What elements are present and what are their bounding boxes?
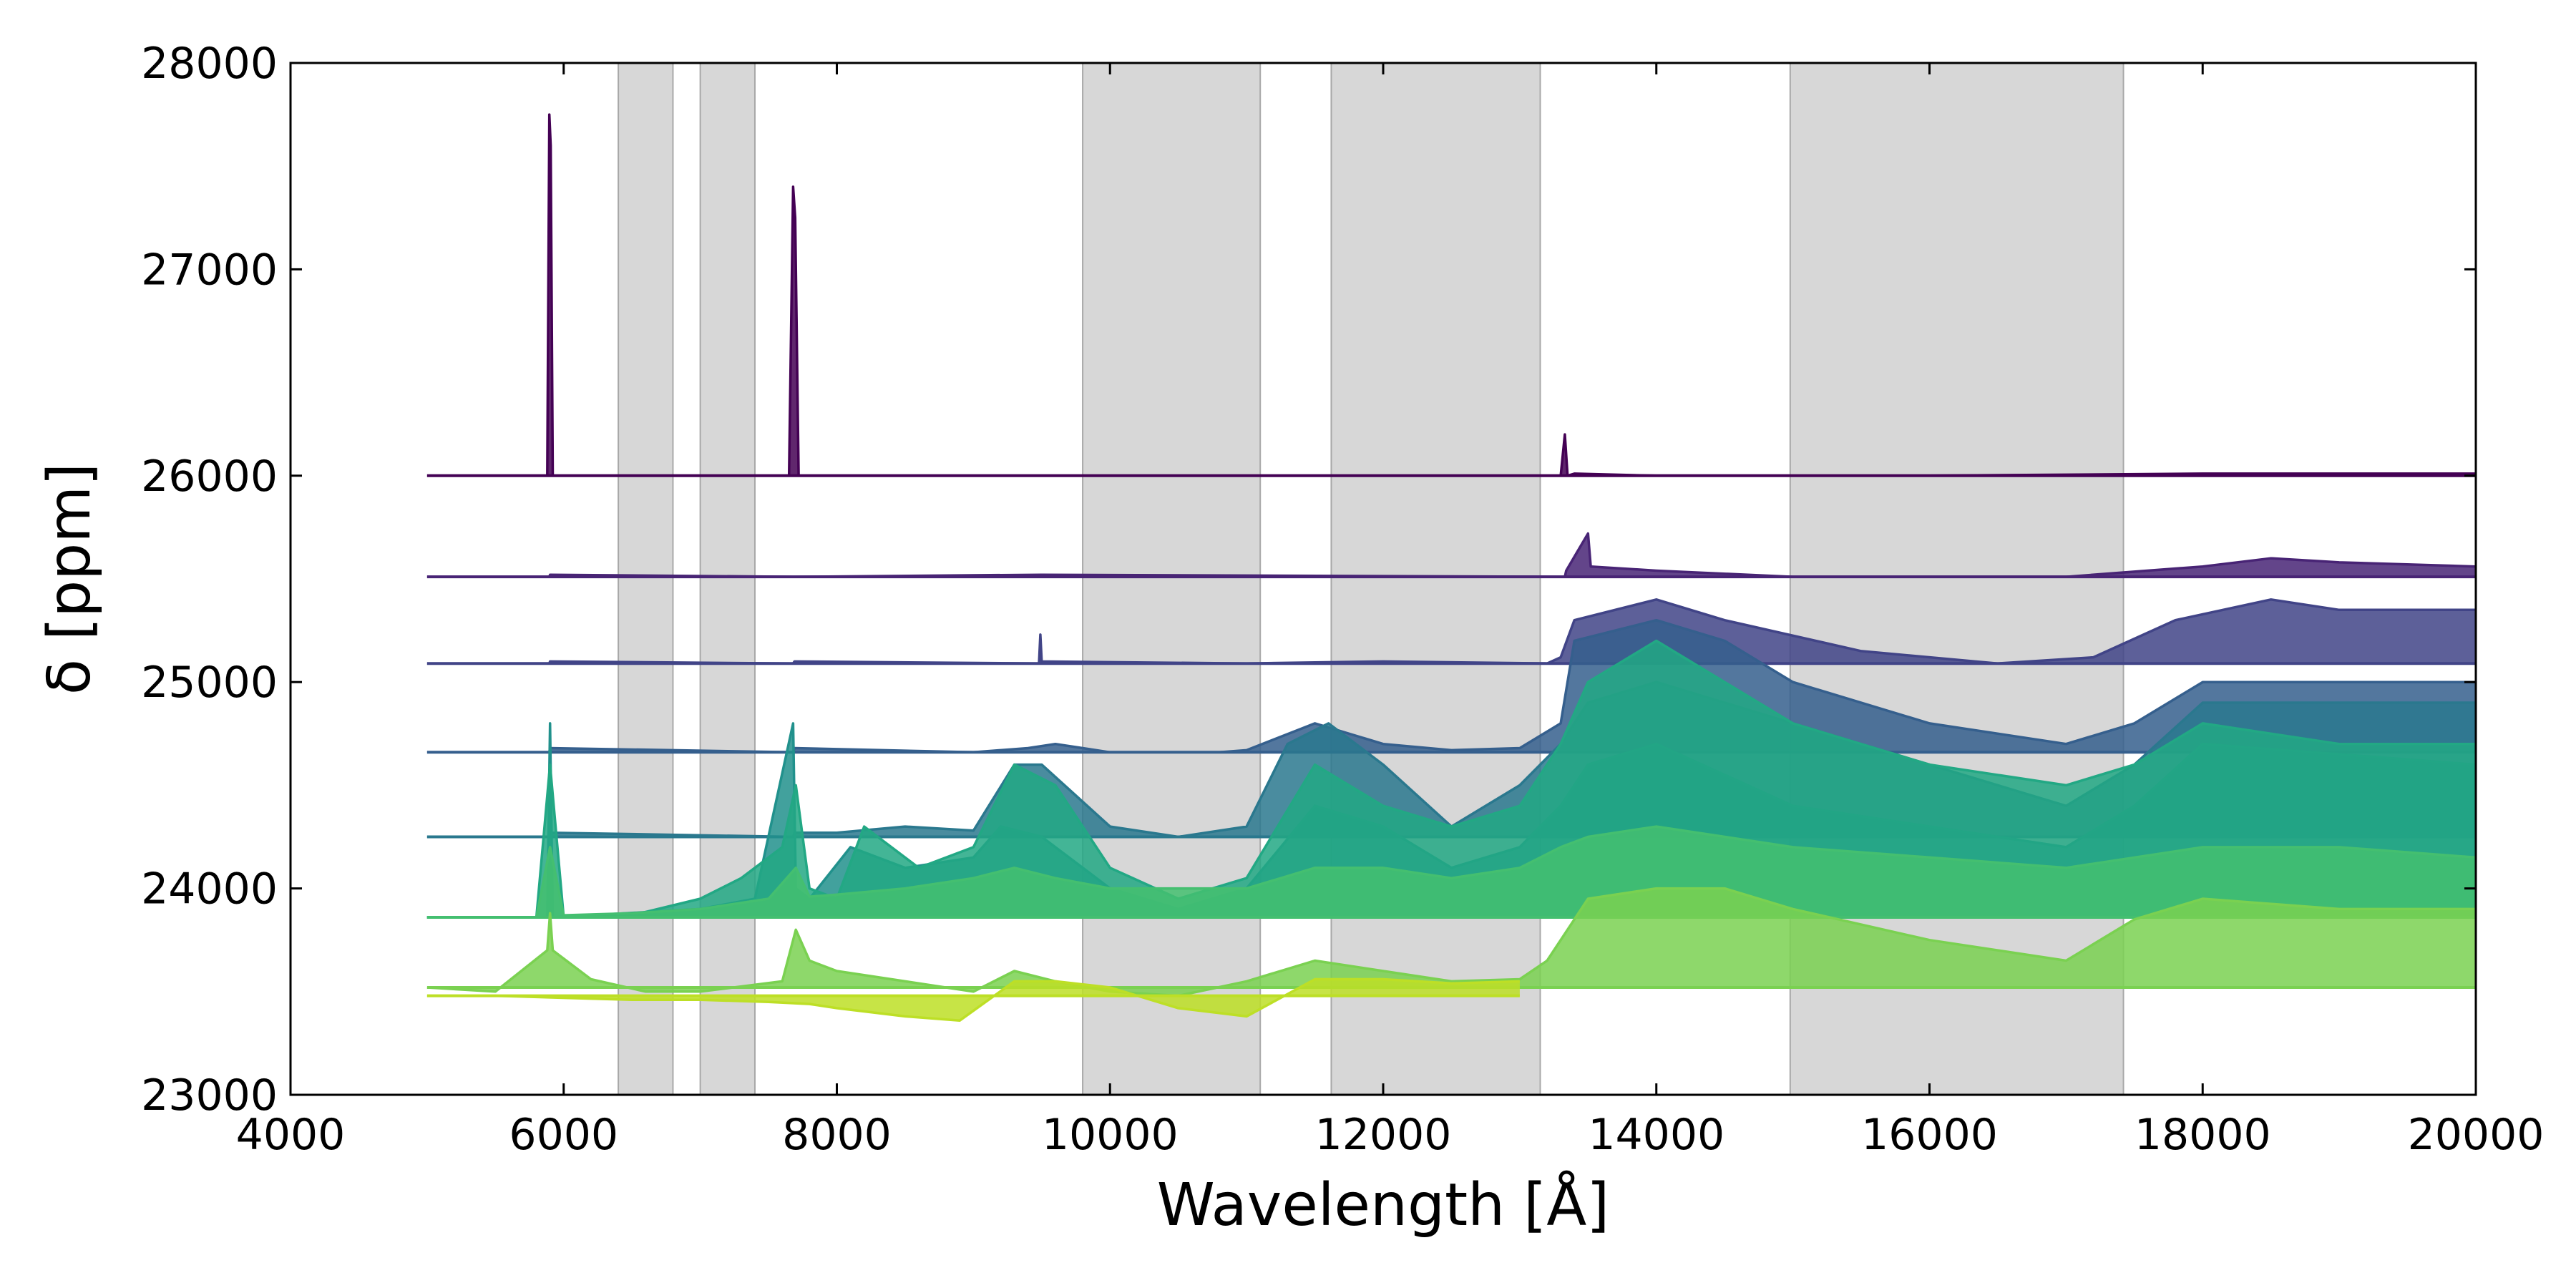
series-1	[426, 532, 2477, 579]
x-tick-label-4: 12000	[1315, 1110, 1452, 1160]
y-tick-label-4: 27000	[141, 245, 278, 295]
series-9-fill	[426, 979, 1520, 1021]
series-6-fill	[426, 640, 2477, 917]
series-2-fill	[426, 599, 2477, 664]
x-tick-label-8: 20000	[2408, 1110, 2545, 1160]
y-axis-label: δ [ppm]	[36, 463, 104, 695]
series-2	[426, 598, 2477, 665]
shaded-region-0	[618, 62, 674, 1096]
spectra-series	[426, 113, 2477, 1022]
x-tick-label-7: 18000	[2135, 1110, 2271, 1160]
series-0	[426, 113, 2477, 477]
x-tick-label-2: 8000	[782, 1110, 892, 1160]
y-tick-label-5: 28000	[141, 39, 278, 89]
series-9	[426, 977, 1520, 1022]
series-9-line	[426, 977, 1520, 1022]
shaded-region-2	[1082, 62, 1262, 1096]
y-tick-label-3: 26000	[141, 452, 278, 502]
x-tick-label-5: 14000	[1588, 1110, 1724, 1160]
series-8-fill	[426, 888, 2477, 996]
shaded-regions	[618, 62, 2124, 1096]
x-tick-label-6: 16000	[1861, 1110, 1998, 1160]
x-tick-label-0: 4000	[236, 1110, 346, 1160]
x-tick-label-3: 10000	[1042, 1110, 1179, 1160]
series-1-fill	[426, 533, 2477, 577]
x-axis-label: Wavelength [Å]	[1157, 1171, 1610, 1239]
y-tick-label-1: 24000	[141, 864, 278, 914]
series-6-line	[426, 639, 2476, 919]
axis-ticks: 4000 6000 8000 10000 12000 14000 16000 18000 200…	[141, 39, 2544, 1160]
y-tick-label-0: 23000	[141, 1070, 278, 1121]
x-tick-label-1: 6000	[509, 1110, 618, 1160]
series-7-fill	[426, 826, 2477, 917]
y-tick-label-2: 25000	[141, 658, 278, 708]
series-7	[426, 825, 2477, 919]
shaded-region-1	[699, 62, 756, 1096]
shaded-region-3	[1330, 62, 1541, 1096]
series-7-line	[426, 825, 2477, 919]
